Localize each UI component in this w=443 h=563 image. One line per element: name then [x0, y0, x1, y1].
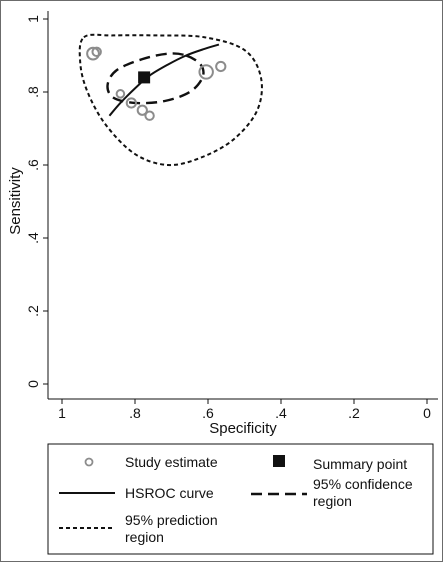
- study-estimate-point: [215, 60, 227, 73]
- legend-label-study: Study estimate: [125, 454, 218, 470]
- y-tick-label: 0: [25, 380, 41, 388]
- legend-label-summary: Summary point: [313, 456, 407, 472]
- legend: Study estimate Summary point HSROC curve 95…: [47, 443, 434, 555]
- study-estimate-point: [115, 89, 126, 99]
- legend-label-confidence: 95% confidence: [313, 476, 413, 492]
- plot-area: 1 .8 .6 .4 .2 0 0 .2 .4 .6 .8 1 Specificity Sensitivi…: [7, 11, 438, 437]
- x-tick-label: .8: [129, 405, 141, 421]
- y-tick-label: .4: [25, 232, 41, 244]
- y-tick-label: .6: [25, 159, 41, 171]
- study-estimate-point: [144, 110, 155, 121]
- confidence-region-ellipse: [106, 52, 205, 105]
- x-tick-label: 0: [423, 405, 431, 421]
- study-estimate-point: [91, 46, 102, 58]
- study-estimate-point: [198, 64, 214, 80]
- legend-study-icon: [84, 457, 94, 467]
- legend-box: [47, 443, 434, 555]
- legend-summary-icon: [273, 455, 285, 467]
- y-tick-label: 1: [25, 15, 41, 23]
- y-tick-label: .2: [25, 305, 41, 317]
- x-tick-label: .2: [348, 405, 360, 421]
- legend-label-hsroc: HSROC curve: [125, 485, 214, 501]
- study-estimate-point: [86, 46, 100, 61]
- x-tick-label: 1: [58, 405, 66, 421]
- x-tick-label: .6: [202, 405, 214, 421]
- legend-label-confidence: region: [313, 493, 352, 509]
- study-estimate-point: [125, 97, 137, 109]
- legend-label-prediction: region: [125, 529, 164, 545]
- y-axis-title: Sensitivity: [7, 167, 24, 235]
- x-tick-label: .4: [275, 405, 287, 421]
- x-axis-title: Specificity: [209, 420, 277, 437]
- legend-label-prediction: 95% prediction: [125, 512, 218, 528]
- summary-point-marker: [138, 71, 151, 84]
- study-estimate-point: [136, 104, 148, 116]
- hsroc-curve-line: [108, 43, 220, 117]
- prediction-region-ellipse: [78, 33, 263, 167]
- y-tick-label: .8: [25, 86, 41, 98]
